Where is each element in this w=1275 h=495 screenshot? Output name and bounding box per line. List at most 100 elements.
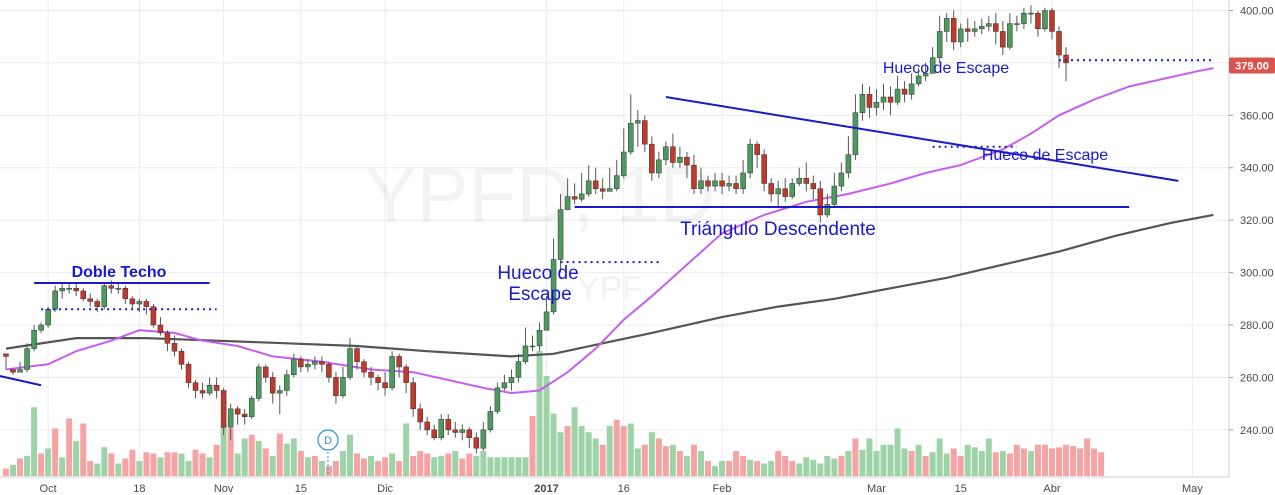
candle	[340, 366, 346, 399]
candle-body	[277, 390, 283, 394]
candle-body	[649, 143, 655, 174]
candle-body	[979, 25, 985, 30]
candle-body	[929, 57, 936, 74]
candle	[775, 180, 781, 208]
volume-bar	[199, 453, 206, 476]
candle	[389, 351, 395, 391]
x-tick-label: 18	[133, 483, 145, 495]
candle-body	[382, 382, 388, 389]
candle-body	[333, 377, 339, 397]
volume-bar	[515, 457, 522, 476]
annotation-doble-techo: Doble Techo	[72, 264, 167, 281]
candle-body	[136, 301, 143, 305]
annotation-line-solid	[665, 95, 1179, 182]
volume-bar	[290, 438, 297, 476]
volume-bar	[73, 441, 80, 476]
volume-bar	[606, 426, 613, 476]
volume-bar	[1013, 444, 1020, 476]
candle	[747, 138, 753, 179]
candle	[557, 193, 564, 273]
volume-bar	[473, 456, 480, 476]
candle-body	[824, 204, 831, 216]
candle	[66, 283, 72, 294]
candle-body	[291, 358, 297, 376]
volume-bar	[782, 456, 789, 476]
candle-body	[178, 350, 185, 365]
volume-bar	[157, 457, 164, 476]
volume-bar	[438, 456, 445, 476]
volume-bar	[915, 444, 922, 476]
candle-body	[754, 143, 760, 155]
volume-bar	[705, 461, 711, 476]
candle	[705, 175, 711, 192]
candle	[431, 424, 437, 441]
volume-bar	[494, 457, 501, 476]
candle	[1021, 7, 1027, 29]
volume-bar	[136, 461, 143, 476]
candle	[859, 83, 866, 121]
candle-body	[326, 364, 332, 378]
volume-bar	[508, 457, 515, 476]
candle-body	[684, 157, 690, 166]
candle-body	[115, 288, 122, 290]
volume-bar	[817, 463, 824, 476]
x-tick-label: Feb	[713, 483, 732, 495]
volume-bar	[17, 458, 24, 476]
candle	[789, 178, 795, 200]
candle-body	[529, 345, 536, 348]
volume-bar	[417, 451, 424, 476]
volume-bar	[178, 453, 185, 476]
volume-bar	[164, 452, 171, 476]
candle	[10, 369, 16, 375]
candle-body	[873, 101, 880, 108]
volume-bar	[255, 441, 262, 476]
candle	[487, 406, 494, 433]
candle	[550, 238, 557, 315]
candle-body	[73, 288, 79, 292]
volume-bar	[31, 407, 38, 476]
candle-body	[262, 366, 269, 378]
candle-body	[108, 285, 115, 289]
candle	[438, 414, 444, 441]
candle-body	[319, 361, 325, 365]
candle	[178, 348, 185, 370]
candle	[943, 13, 950, 42]
event-marker[interactable]: D	[317, 429, 339, 476]
candle-body	[431, 429, 437, 438]
volume-bar	[922, 456, 929, 476]
candle-body	[761, 154, 767, 184]
candle	[536, 322, 543, 352]
candle-body	[606, 188, 613, 192]
volume-bar	[227, 428, 234, 476]
candle	[585, 165, 592, 197]
candle	[993, 13, 999, 45]
candle	[333, 372, 339, 404]
candle	[157, 317, 164, 336]
event-marker-circle[interactable]	[317, 429, 339, 451]
volume-bar	[185, 461, 192, 476]
candle-body	[775, 188, 781, 195]
volume-bar	[697, 451, 704, 476]
candle-body	[936, 31, 943, 58]
candle	[628, 94, 634, 155]
candle	[501, 374, 508, 391]
candle-body	[94, 301, 101, 307]
candle-body	[922, 73, 929, 77]
candle	[234, 406, 241, 425]
candle-body	[101, 285, 108, 307]
candle-body	[803, 177, 810, 184]
candle-body	[796, 177, 803, 184]
candle-body	[361, 361, 367, 373]
annotation-lines	[0, 59, 1214, 387]
candle	[768, 178, 774, 202]
volume-bar	[431, 457, 438, 476]
candle	[206, 377, 213, 396]
x-tick-label: 2017	[534, 483, 558, 495]
candle-body	[312, 361, 318, 365]
candle-body	[31, 329, 37, 349]
candle	[635, 110, 641, 147]
candle	[592, 167, 599, 194]
volume-bar	[248, 434, 255, 476]
candle	[936, 15, 943, 63]
